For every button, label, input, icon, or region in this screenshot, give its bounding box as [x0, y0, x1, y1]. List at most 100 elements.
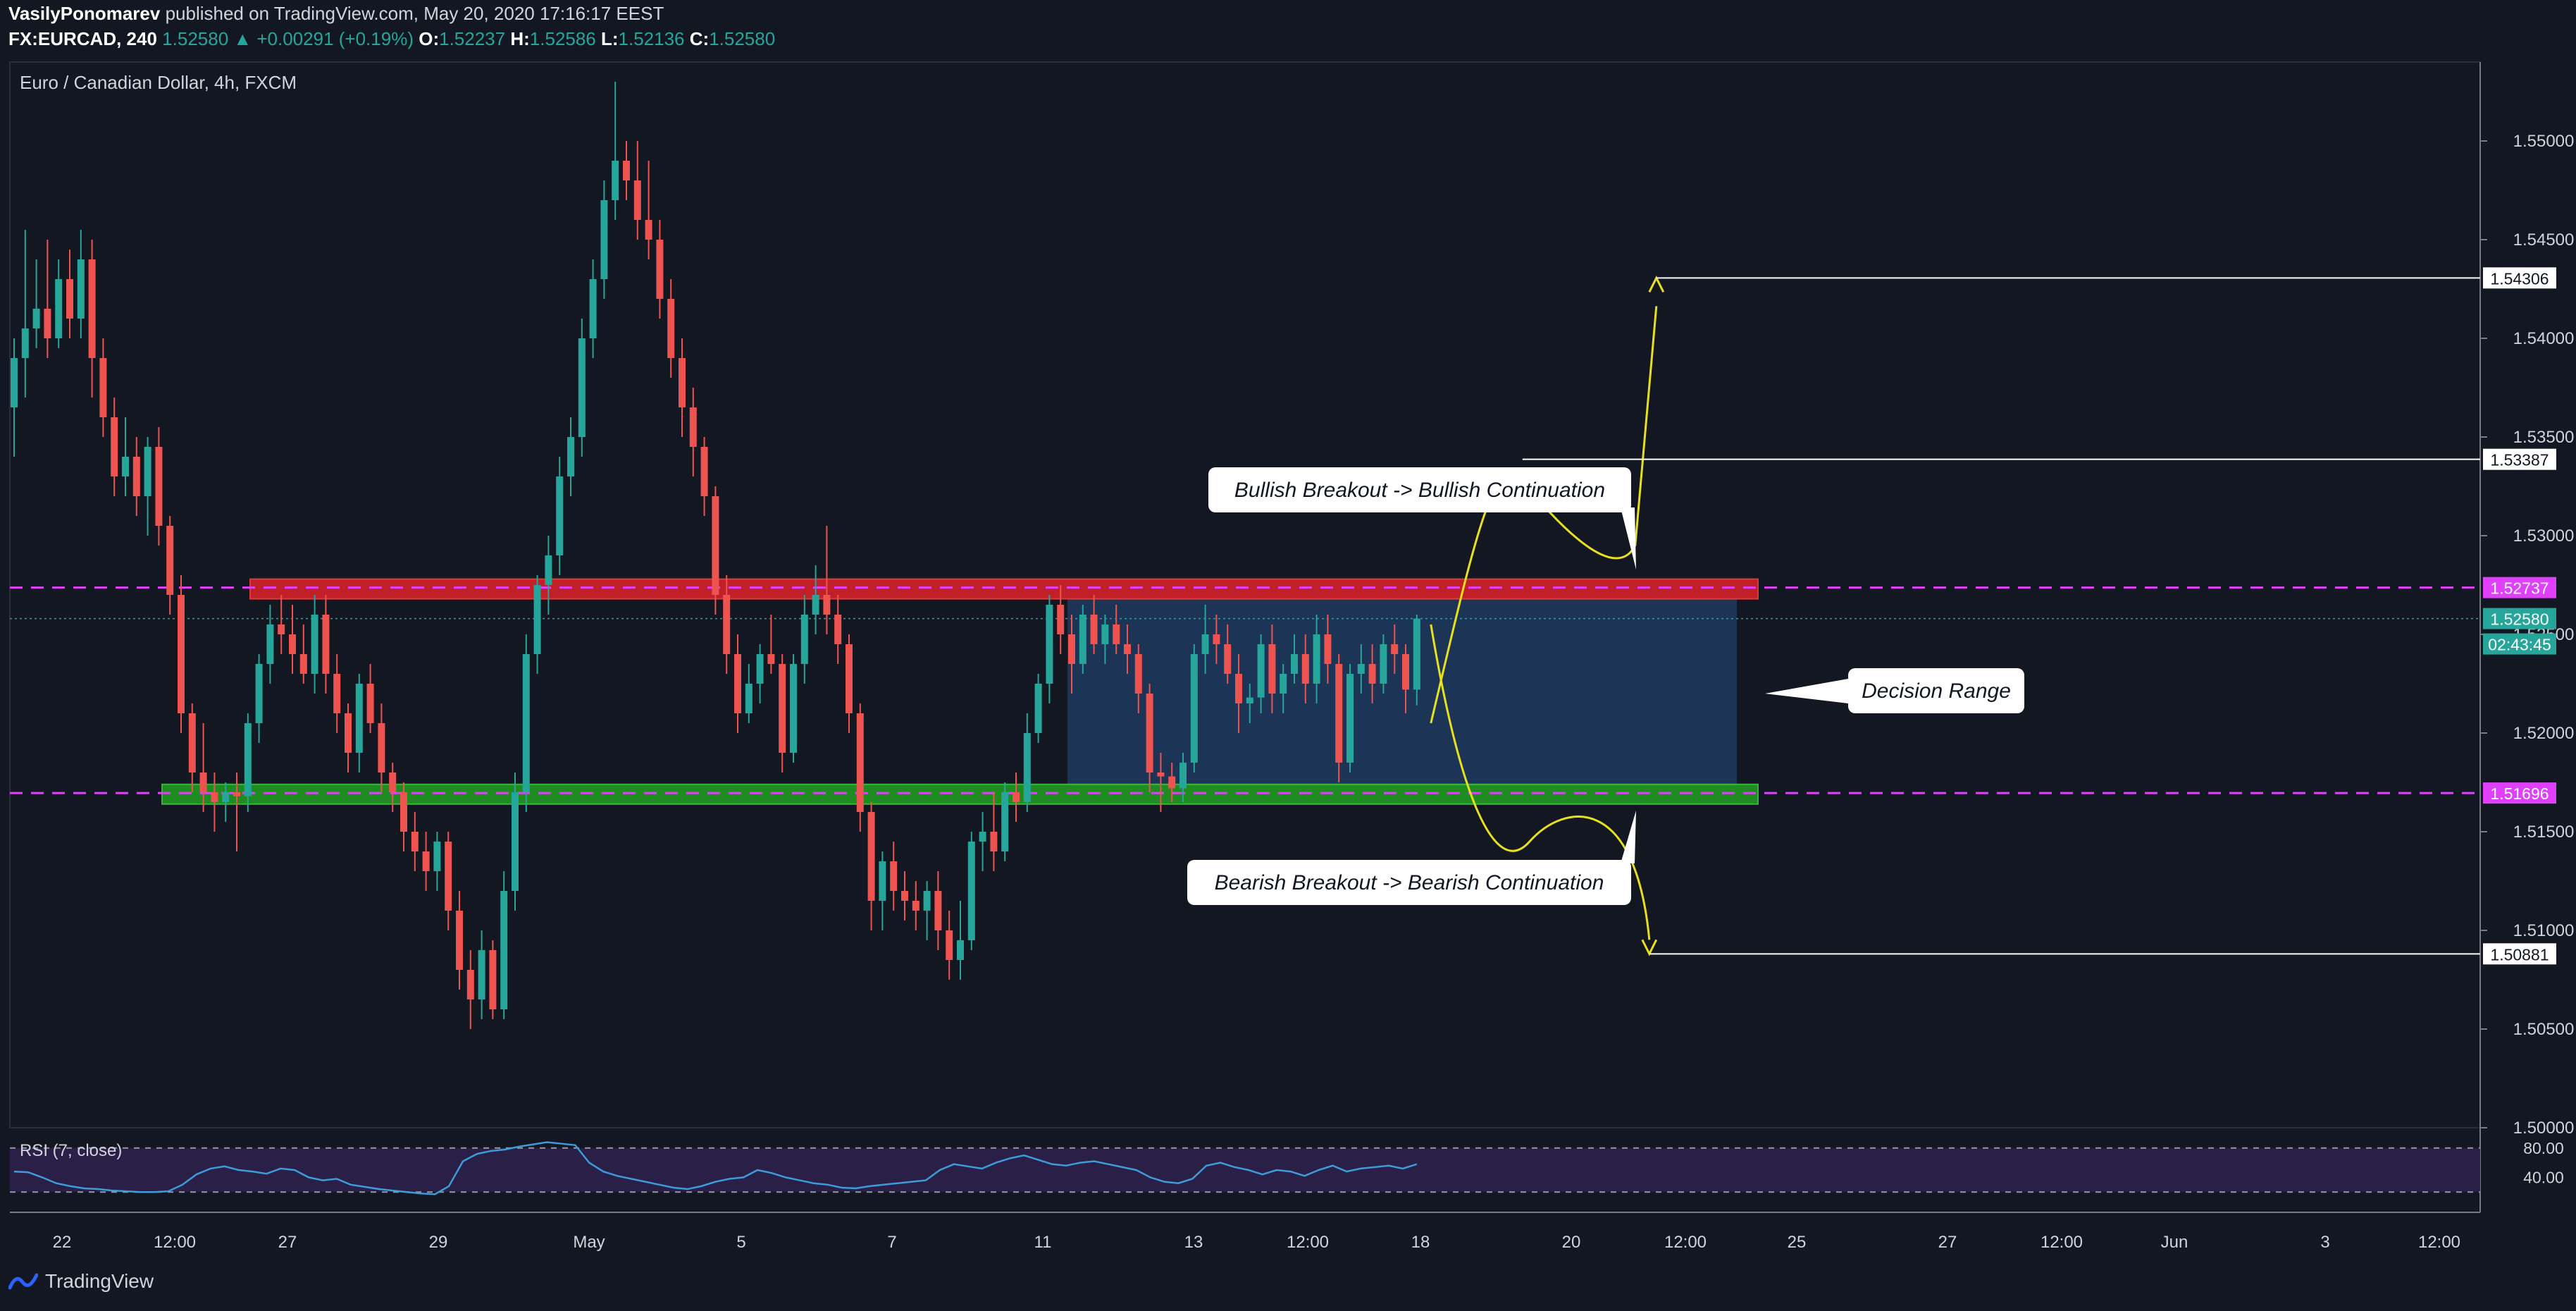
price-label-text: 02:43:45: [2488, 636, 2551, 654]
x-tick-label: 27: [1938, 1233, 1957, 1252]
price-label-level: 1.52737: [2483, 577, 2556, 598]
candle: [545, 536, 552, 615]
candle-body: [155, 447, 163, 526]
candle: [1324, 615, 1332, 684]
candle: [723, 575, 731, 674]
candle-body: [1079, 615, 1086, 664]
high-value: 1.52586: [529, 28, 596, 49]
candle: [244, 713, 252, 812]
candle-body: [1291, 654, 1298, 674]
candle-body: [1101, 624, 1109, 644]
candle-body: [445, 842, 452, 911]
candle-body: [856, 713, 864, 812]
candle-body: [567, 437, 574, 476]
candle-body: [111, 417, 118, 476]
candle: [122, 417, 129, 496]
candle: [846, 634, 853, 733]
candle: [1413, 615, 1420, 706]
change-value: +0.00291 (+0.19%): [256, 28, 414, 49]
up-arrowhead: [1648, 275, 1665, 293]
candle: [656, 220, 664, 319]
tradingview-logo[interactable]: TradingView: [8, 1270, 154, 1293]
candle: [1157, 753, 1165, 812]
callout-text: Bullish Breakout -> Bullish Continuation: [1234, 479, 1605, 502]
x-tick-label: 7: [887, 1233, 896, 1252]
candle: [478, 930, 485, 1019]
candle-body: [923, 891, 931, 911]
candle-body: [299, 654, 307, 674]
down-arrowhead: [1641, 939, 1658, 956]
candle: [456, 891, 463, 990]
candle: [1291, 634, 1298, 684]
candle: [1391, 624, 1399, 674]
price-label-target: 1.50881: [2483, 943, 2556, 965]
x-tick-label: 12:00: [2418, 1233, 2460, 1252]
candle-body: [433, 842, 441, 871]
candle: [522, 634, 530, 812]
candle: [923, 881, 931, 940]
rsi-tick-label: 40.00: [2523, 1168, 2564, 1186]
candle-body: [422, 851, 430, 871]
candle: [44, 240, 51, 358]
candle-body: [345, 713, 352, 753]
candle-body: [934, 891, 942, 930]
candle-body: [278, 624, 285, 634]
candle: [1113, 605, 1120, 654]
candle: [132, 437, 140, 516]
candle-body: [578, 338, 586, 437]
candle: [188, 703, 196, 792]
y-tick-label: 1.51000: [2513, 921, 2575, 940]
candle-body: [1380, 644, 1387, 684]
candle-body: [1402, 654, 1409, 690]
candle: [278, 595, 285, 654]
x-tick-label: 12:00: [2041, 1233, 2083, 1252]
candle: [166, 516, 174, 615]
candle-body: [500, 891, 508, 1009]
candle: [155, 427, 163, 546]
candle: [767, 615, 775, 674]
candle-body: [1023, 733, 1031, 802]
open-value: 1.52237: [439, 28, 506, 49]
author-name[interactable]: VasilyPonomarev: [8, 3, 161, 24]
candle-body: [44, 309, 51, 338]
candle: [378, 703, 385, 792]
candle-body: [589, 279, 597, 338]
price-label-last: 1.52580: [2483, 608, 2556, 629]
candle: [1313, 615, 1320, 703]
candle: [1001, 782, 1009, 861]
candle-body: [122, 457, 129, 476]
candle: [411, 812, 419, 871]
candle: [32, 259, 40, 348]
candle: [1013, 773, 1020, 822]
callout-box: [1848, 668, 2024, 713]
candle: [712, 486, 719, 615]
price-label-text: 1.52737: [2490, 579, 2549, 598]
candle: [99, 338, 107, 437]
candle: [355, 674, 363, 773]
candle-body: [512, 792, 519, 891]
candle: [1124, 624, 1131, 674]
candle-body: [66, 279, 73, 319]
price-label-text: 1.54306: [2490, 269, 2549, 288]
candle-body: [466, 970, 474, 999]
price-label-text: 1.51696: [2490, 784, 2549, 803]
candle: [1190, 644, 1198, 773]
candle: [990, 792, 998, 871]
resistance-zone: [249, 578, 1759, 600]
candle-body: [990, 832, 998, 851]
candle: [389, 763, 397, 812]
price-label-target: 1.54306: [2483, 267, 2556, 289]
candle-body: [289, 634, 296, 654]
price-label-bg: [2483, 782, 2556, 804]
candle-body: [1301, 654, 1309, 684]
candle: [1301, 634, 1309, 703]
candle: [800, 595, 808, 684]
candle: [589, 259, 597, 358]
tradingview-logo-icon: [8, 1273, 38, 1290]
candle: [1023, 713, 1031, 812]
candle: [55, 259, 63, 348]
candle-body: [689, 407, 697, 447]
x-tick-label: May: [573, 1233, 605, 1252]
candle: [600, 180, 608, 299]
